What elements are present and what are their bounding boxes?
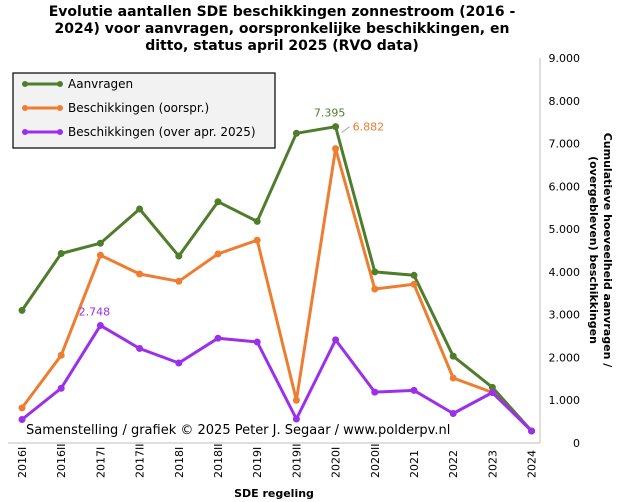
legend-marker-aanvragen: [22, 81, 28, 87]
y-tick-label: 8.000: [549, 95, 581, 108]
legend-marker-beschikkingen-oorspr: [22, 105, 28, 111]
data-point: [214, 198, 222, 206]
y-tick-labels: 0 1.000 2.000 3.000 4.000 5.000 6.000 7.000 8.00…: [549, 52, 581, 450]
legend-label-aanvragen: Aanvragen: [68, 77, 133, 91]
data-point: [292, 129, 300, 137]
y-tick-label: 0: [573, 437, 580, 450]
data-point: [488, 383, 496, 391]
data-label: 2.748: [79, 305, 111, 318]
series-0: [18, 123, 536, 435]
y-axis-title-line-1: Cumulatieve hoeveelheid aanvragen /: [601, 133, 614, 369]
data-point: [57, 351, 65, 359]
data-point: [488, 389, 496, 397]
legend-marker-beschikkingen-over-end: [57, 129, 63, 135]
legend: Aanvragen Beschikkingen (oorspr.) Beschi…: [12, 72, 276, 149]
series-layer: [18, 123, 536, 435]
x-tick-label: 2016II: [55, 444, 68, 478]
chart-title-line-3: ditto, status april 2025 (RVO data): [145, 38, 419, 54]
legend-marker-aanvragen-end: [57, 81, 63, 87]
y-tick-label: 4.000: [549, 266, 581, 279]
data-point: [292, 415, 300, 423]
chart-title-line-1: Evolutie aantallen SDE beschikkingen zon…: [49, 4, 516, 20]
data-point: [175, 252, 183, 260]
data-point: [449, 374, 457, 382]
data-point: [175, 359, 183, 367]
x-tick-label: 2022: [447, 450, 460, 478]
y-tick-label: 6.000: [549, 180, 581, 193]
data-point: [528, 427, 536, 435]
data-point: [175, 277, 183, 285]
data-point: [214, 334, 222, 342]
data-point: [410, 280, 418, 288]
chart-title-line-2: 2024) voor aanvragen, oorspronkelijke be…: [55, 21, 510, 37]
data-point: [96, 239, 104, 247]
data-point: [292, 396, 300, 404]
data-point: [18, 306, 26, 314]
series-line-1: [20, 147, 533, 433]
data-point: [136, 270, 144, 278]
annotation-layer: 7.395 6.882 2.748: [79, 107, 384, 319]
data-point: [332, 145, 340, 153]
data-point: [371, 268, 379, 276]
data-point: [253, 338, 261, 346]
data-point: [449, 352, 457, 360]
data-point: [57, 249, 65, 257]
x-tick-label: 2017I: [94, 447, 107, 478]
series-line-0: [20, 125, 533, 433]
x-tick-label: 2021: [408, 450, 421, 478]
data-point: [57, 384, 65, 392]
x-tick-label: 2016I: [16, 447, 29, 478]
x-tick-label: 2019II: [290, 444, 303, 478]
legend-marker-beschikkingen-over: [22, 129, 28, 135]
y-axis-title-line-2: (overgebleven) beschikkingen: [587, 156, 600, 344]
x-tick-label: 2018II: [212, 444, 225, 478]
data-label: 6.882: [353, 121, 385, 134]
data-point: [136, 205, 144, 213]
y-tick-label: 7.000: [549, 138, 581, 151]
x-axis-title: SDE regeling: [234, 487, 314, 500]
y-tick-label: 1.000: [549, 394, 581, 407]
x-tick-label: 2017II: [134, 444, 147, 478]
y-tick-label: 5.000: [549, 223, 581, 236]
data-point: [449, 409, 457, 417]
data-label: 7.395: [314, 107, 346, 120]
data-point: [136, 344, 144, 352]
series-1: [18, 145, 536, 435]
legend-label-beschikkingen-oorspr: Beschikkingen (oorspr.): [68, 101, 209, 115]
x-tick-label: 2019I: [251, 447, 264, 478]
x-tick-label: 2020II: [369, 444, 382, 478]
data-point: [410, 271, 418, 279]
data-point: [96, 251, 104, 259]
series-line-2: [21, 323, 533, 433]
legend-label-beschikkingen-over: Beschikkingen (over apr. 2025): [68, 125, 256, 139]
data-point: [96, 321, 104, 329]
data-point: [253, 236, 261, 244]
data-point: [332, 336, 340, 344]
y-tick-label: 9.000: [549, 52, 581, 65]
data-point: [410, 386, 418, 394]
data-point: [253, 217, 261, 225]
data-point: [18, 415, 26, 423]
y-tick-label: 2.000: [549, 351, 581, 364]
y-tick-label: 3.000: [549, 309, 581, 322]
legend-marker-beschikkingen-oorspr-end: [57, 105, 63, 111]
data-point: [371, 388, 379, 396]
x-tick-label: 2018I: [173, 447, 186, 478]
annotation-leader: [341, 126, 350, 134]
data-point: [371, 285, 379, 293]
x-tick-label: 2024: [526, 450, 539, 478]
data-point: [332, 123, 340, 131]
data-point: [18, 404, 26, 412]
x-tick-label: 2020I: [330, 447, 343, 478]
x-tick-labels: 2016I 2016II 2017I 2017II 2018I 2018II 2019I 20…: [16, 444, 539, 478]
x-tick-label: 2023: [486, 450, 499, 478]
data-point: [214, 250, 222, 258]
series-2: [18, 321, 536, 435]
credit-text: Samenstelling / grafiek © 2025 Peter J. …: [26, 423, 450, 438]
